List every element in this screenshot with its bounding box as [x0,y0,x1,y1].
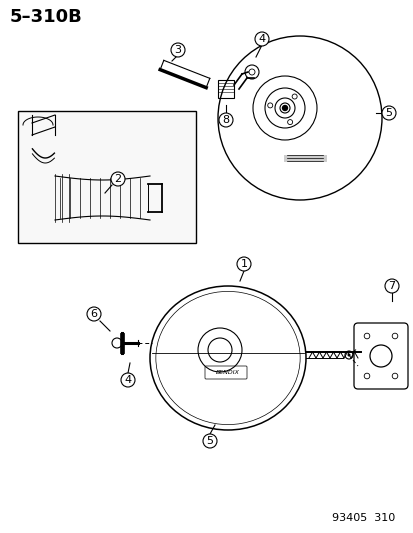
Text: 2: 2 [114,174,121,184]
Circle shape [218,113,233,127]
Circle shape [381,106,395,120]
Text: 4: 4 [124,375,131,385]
Circle shape [121,373,135,387]
Text: 7: 7 [387,281,394,291]
Text: 8: 8 [222,115,229,125]
Text: 93405  310: 93405 310 [331,513,394,523]
Text: 5: 5 [385,108,392,118]
Text: 6: 6 [90,309,97,319]
Circle shape [87,307,101,321]
Circle shape [384,279,398,293]
Circle shape [254,32,268,46]
Circle shape [111,172,125,186]
Circle shape [171,43,185,57]
Text: BENDIX: BENDIX [216,369,240,375]
Text: 5–310B: 5–310B [10,8,83,26]
Circle shape [282,106,287,110]
Circle shape [202,434,216,448]
Circle shape [236,257,250,271]
Circle shape [347,353,350,357]
Text: 4: 4 [258,34,265,44]
Text: 3: 3 [174,45,181,55]
Bar [18,111,195,243]
Text: 5: 5 [206,436,213,446]
Bar [218,80,233,98]
Text: 1: 1 [240,259,247,269]
